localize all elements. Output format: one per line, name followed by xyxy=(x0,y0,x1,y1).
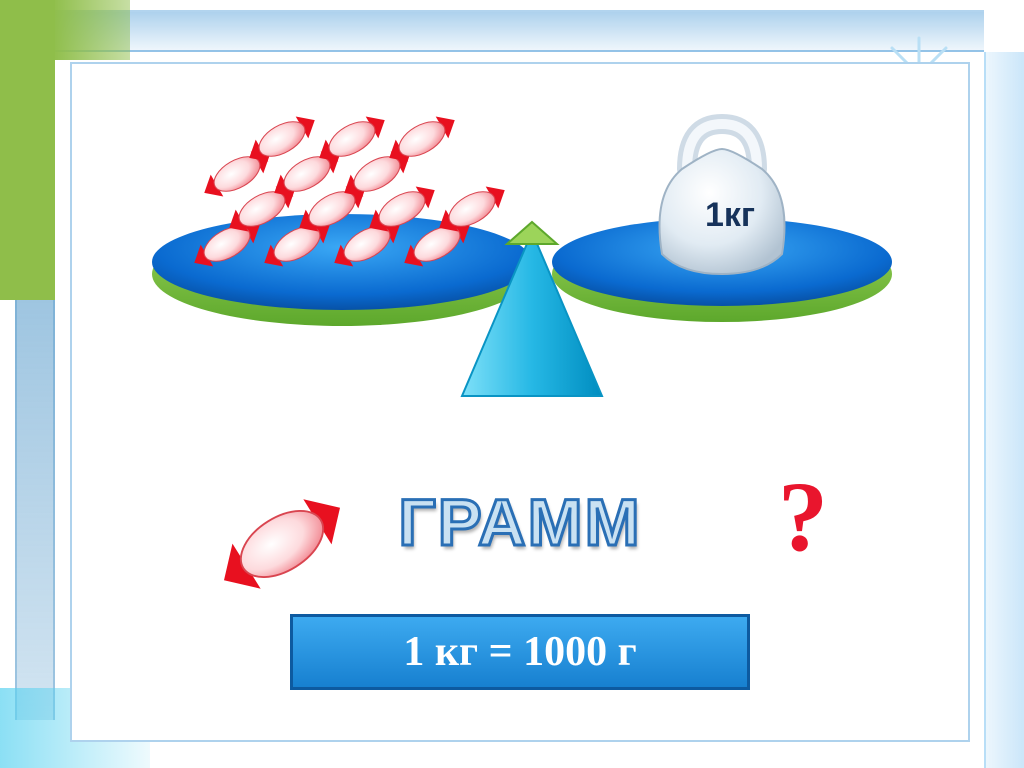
frame-topright-gap xyxy=(984,0,1024,52)
question-mark: ? xyxy=(778,459,828,574)
frame-left-blue xyxy=(15,300,55,720)
content-panel: 1кг ГРАММ ? 1 кг = 1000 г xyxy=(70,62,970,742)
formula-box: 1 кг = 1000 г xyxy=(290,614,750,690)
weight-label: 1кг xyxy=(705,196,755,234)
frame-right xyxy=(984,52,1024,768)
balance-scale: 1кг xyxy=(132,84,912,434)
formula-text: 1 кг = 1000 г xyxy=(403,628,636,676)
gram-heading: ГРАММ xyxy=(398,484,641,560)
frame-top xyxy=(55,10,984,52)
frame-topleft-green xyxy=(0,0,130,60)
single-candy-icon xyxy=(202,474,362,614)
